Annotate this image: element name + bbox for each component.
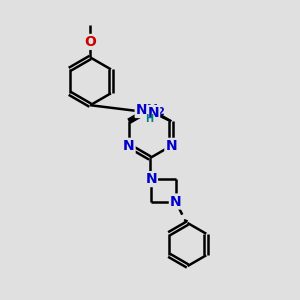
Text: 2: 2 (157, 107, 164, 117)
Text: N: N (144, 102, 156, 116)
Text: NH: NH (136, 103, 159, 117)
Text: N: N (146, 172, 157, 186)
Text: H: H (145, 114, 153, 124)
Text: N: N (165, 139, 177, 153)
Text: N: N (123, 139, 135, 153)
Text: N: N (170, 194, 182, 208)
Text: N: N (148, 106, 159, 120)
Text: O: O (84, 35, 96, 49)
